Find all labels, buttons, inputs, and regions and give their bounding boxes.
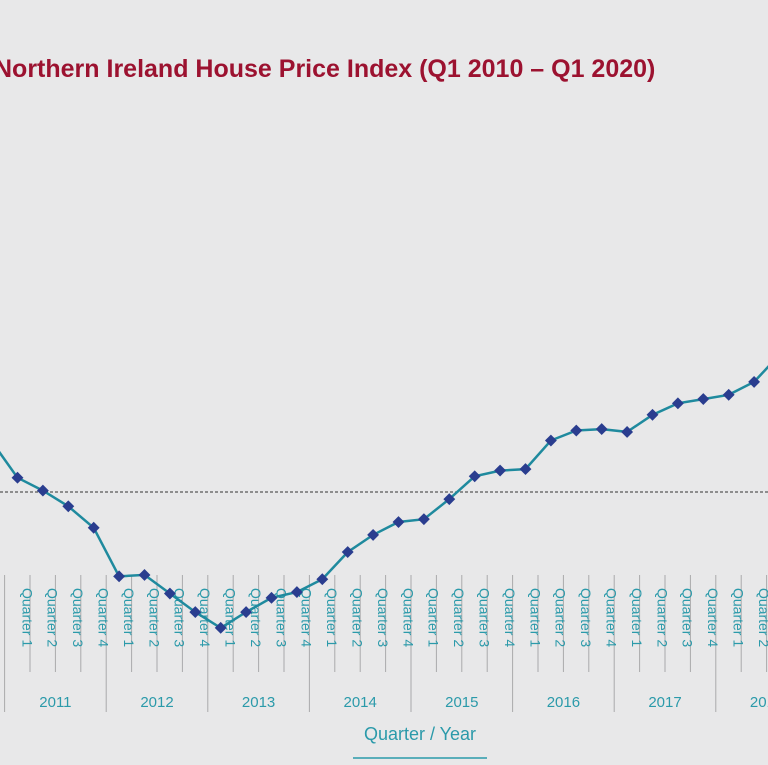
- data-point: [671, 397, 684, 410]
- x-tick-label: Quarter 4: [96, 588, 112, 647]
- x-tick-label: Quarter 2: [146, 588, 162, 647]
- x-year-label: 2015: [445, 694, 478, 711]
- x-tick-label: Quarter 2: [756, 588, 768, 647]
- x-year-label: 2017: [648, 694, 681, 711]
- x-tick-label: Quarter 1: [527, 588, 543, 647]
- data-point: [36, 484, 49, 497]
- data-point: [87, 521, 100, 534]
- x-tick-label: Quarter 4: [299, 588, 315, 647]
- x-tick-label: Quarter 1: [324, 588, 340, 647]
- x-tick-label: Quarter 2: [350, 588, 366, 647]
- x-tick-label: Quarter 2: [654, 588, 670, 647]
- x-tick-label: Quarter 3: [375, 588, 391, 647]
- data-point: [494, 464, 507, 477]
- x-tick-label: Quarter 4: [705, 588, 721, 647]
- data-point: [290, 586, 303, 599]
- x-tick-label: Quarter 3: [70, 588, 86, 647]
- x-year-label: 2014: [344, 694, 377, 711]
- series-markers: [11, 375, 761, 634]
- x-tick-label: Quarter 1: [121, 588, 137, 647]
- data-point: [316, 573, 329, 586]
- data-point: [748, 375, 761, 388]
- x-tick-label: Quarter 2: [451, 588, 467, 647]
- x-year-label: 2012: [140, 694, 173, 711]
- data-point: [621, 426, 634, 438]
- x-axis: Quarter 1 Quarter 2 Quarter 3 Quarter 4 Quar…: [4, 575, 768, 712]
- x-tick-label: Quarter 3: [578, 588, 594, 647]
- x-year-label: 2013: [242, 694, 275, 711]
- x-tick-label: Quarter 2: [45, 588, 61, 647]
- x-tick-label: Quarter 1: [223, 588, 239, 647]
- x-tick-label: Quarter 2: [248, 588, 264, 647]
- x-tick-label: Quarter 4: [400, 588, 416, 647]
- x-tick-label: Quarter 1: [629, 588, 645, 647]
- data-point: [595, 423, 608, 436]
- x-year-label: 2011: [39, 694, 71, 711]
- x-tick-label: Quarter 1: [426, 588, 442, 647]
- x-tick-label: Quarter 4: [604, 588, 620, 647]
- data-point: [443, 493, 456, 506]
- x-year-label: 2018: [750, 694, 768, 711]
- x-year-label: 2016: [547, 694, 580, 711]
- data-point: [468, 470, 481, 483]
- data-point: [113, 570, 126, 583]
- data-point: [392, 516, 405, 528]
- data-point: [722, 388, 735, 401]
- data-point: [570, 424, 583, 437]
- x-tick-label: Quarter 2: [553, 588, 569, 647]
- x-tick-label: Quarter 3: [477, 588, 493, 647]
- chart-title: Northern Ireland House Price Index (Q1 2…: [0, 55, 655, 83]
- x-tick-label: Quarter 3: [680, 588, 696, 647]
- x-axis-title: Quarter / Year: [364, 724, 476, 744]
- x-tick-label: Quarter 1: [19, 588, 35, 647]
- x-tick-label: Quarter 4: [502, 588, 518, 647]
- data-point: [646, 408, 659, 421]
- x-tick-label: Quarter 3: [273, 588, 289, 647]
- data-point: [697, 393, 710, 405]
- x-tick-label: Quarter 1: [731, 588, 747, 647]
- series-line-hpi: [0, 365, 768, 630]
- data-point: [417, 513, 430, 526]
